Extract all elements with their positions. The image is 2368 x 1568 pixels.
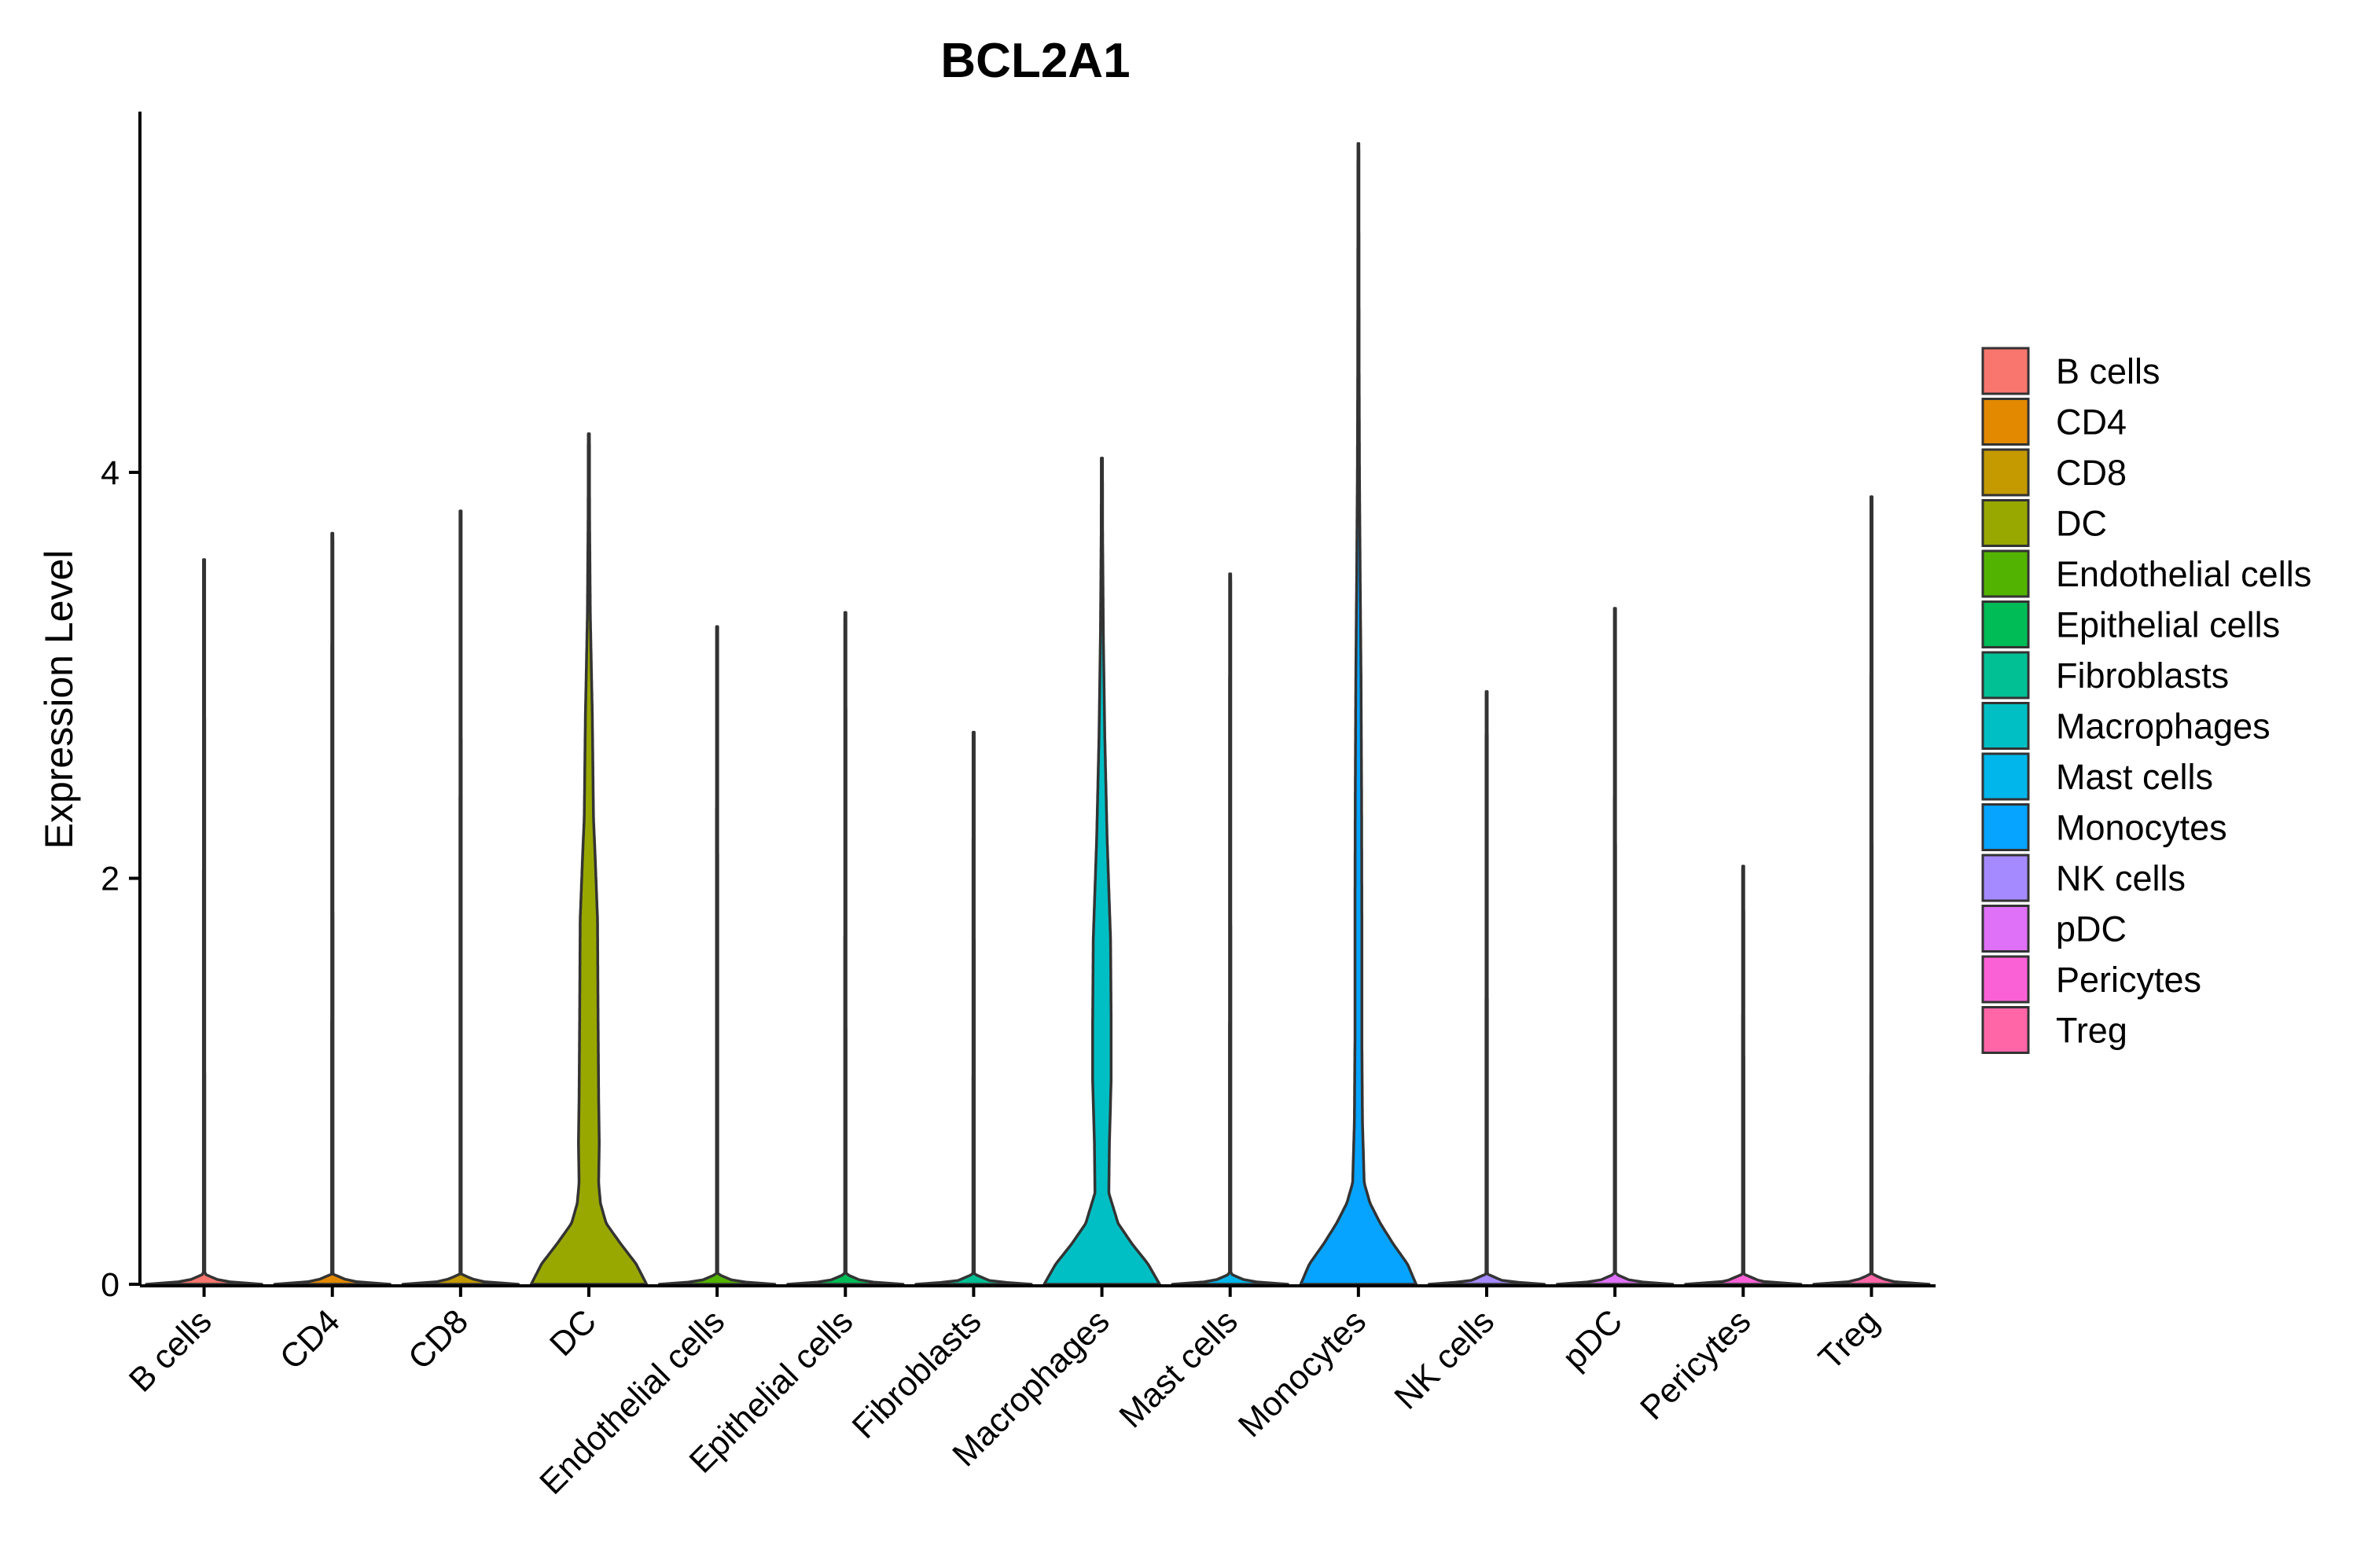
legend-label-cd4: CD4 bbox=[2056, 402, 2127, 442]
legend-label-monocytes: Monocytes bbox=[2056, 808, 2227, 848]
x-tick-label-monocytes: Monocytes bbox=[1231, 1302, 1373, 1445]
x-tick-label-cd8: CD8 bbox=[401, 1302, 476, 1377]
legend-swatch-treg bbox=[1981, 1006, 2030, 1054]
violin-pericytes bbox=[1684, 865, 1803, 1286]
legend-swatch-fibroblasts bbox=[1981, 651, 2030, 700]
legend-swatch-cd4 bbox=[1981, 398, 2030, 446]
legend-label-treg: Treg bbox=[2056, 1011, 2127, 1051]
x-tick-label-fibroblasts: Fibroblasts bbox=[845, 1302, 989, 1446]
x-tick-label-mast-cells: Mast cells bbox=[1112, 1302, 1245, 1435]
violin-cd4 bbox=[273, 531, 392, 1286]
legend-swatch-b-cells bbox=[1981, 347, 2030, 395]
legend-label-nk-cells: NK cells bbox=[2056, 858, 2186, 898]
violin-endothelial-cells bbox=[657, 625, 777, 1286]
legend-swatch-nk-cells bbox=[1981, 854, 2030, 902]
violin-fibroblasts bbox=[914, 730, 1033, 1286]
x-tick-label-b-cells: B cells bbox=[122, 1302, 219, 1400]
y-tick-label: 4 bbox=[101, 454, 120, 492]
y-ticks: 0 2 4 bbox=[101, 454, 140, 1304]
legend-label-pericytes: Pericytes bbox=[2056, 960, 2201, 1000]
x-tick-label-pericytes: Pericytes bbox=[1633, 1302, 1758, 1427]
legend-label-epithelial-cells: Epithelial cells bbox=[2056, 605, 2280, 645]
legend-label-cd8: CD8 bbox=[2056, 453, 2127, 493]
violin-pdc bbox=[1555, 607, 1675, 1286]
legend-swatch-mast-cells bbox=[1981, 752, 2030, 801]
legend-label-fibroblasts: Fibroblasts bbox=[2056, 655, 2229, 696]
violin-cd8 bbox=[401, 509, 520, 1286]
x-tick-label-treg: Treg bbox=[1811, 1302, 1886, 1377]
legend-swatch-monocytes bbox=[1981, 803, 2030, 851]
legend-label-dc: DC bbox=[2056, 504, 2107, 544]
legend-swatch-macrophages bbox=[1981, 702, 2030, 750]
y-tick-label: 0 bbox=[101, 1266, 120, 1304]
axes bbox=[138, 112, 1936, 1287]
violin-nk-cells bbox=[1427, 690, 1546, 1286]
x-tick-label-cd4: CD4 bbox=[273, 1302, 347, 1377]
legend-swatch-cd8 bbox=[1981, 448, 2030, 497]
legend: B cells CD4 CD8 DC Endothelial cells Epitheli… bbox=[1981, 347, 2311, 1054]
y-axis-label: Expression Level bbox=[37, 550, 81, 850]
chart-title: BCL2A1 bbox=[940, 34, 1130, 88]
y-tick-label: 2 bbox=[101, 861, 120, 898]
legend-label-endothelial-cells: Endothelial cells bbox=[2056, 554, 2311, 594]
violin-b-cells bbox=[145, 558, 263, 1286]
x-tick-label-pdc: pDC bbox=[1555, 1302, 1630, 1377]
legend-label-b-cells: B cells bbox=[2056, 351, 2160, 391]
legend-label-mast-cells: Mast cells bbox=[2056, 757, 2213, 797]
violin-macrophages bbox=[1042, 457, 1161, 1286]
violin-monocytes bbox=[1299, 141, 1418, 1286]
violin-dc bbox=[529, 432, 649, 1286]
legend-swatch-pericytes bbox=[1981, 955, 2030, 1004]
legend-label-macrophages: Macrophages bbox=[2056, 707, 2271, 747]
x-tick-label-dc: DC bbox=[542, 1302, 604, 1364]
legend-swatch-dc bbox=[1981, 499, 2030, 547]
violins bbox=[145, 141, 1931, 1286]
legend-swatch-pdc bbox=[1981, 905, 2030, 953]
x-tick-label-nk-cells: NK cells bbox=[1388, 1302, 1502, 1416]
legend-swatch-endothelial-cells bbox=[1981, 549, 2030, 598]
violin-epithelial-cells bbox=[786, 611, 905, 1286]
legend-swatch-epithelial-cells bbox=[1981, 600, 2030, 648]
violin-mast-cells bbox=[1171, 572, 1289, 1286]
violin-treg bbox=[1812, 495, 1931, 1286]
legend-label-pdc: pDC bbox=[2056, 909, 2127, 949]
